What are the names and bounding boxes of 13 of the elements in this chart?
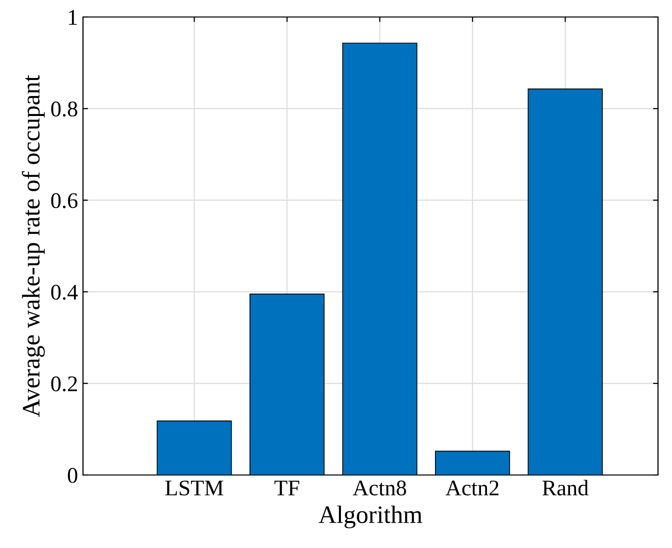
x-tick-label: Actn8 <box>352 480 406 496</box>
y-tick-label: 0.6 <box>51 193 78 208</box>
y-tick-label: 0.4 <box>51 284 78 300</box>
x-axis-title: Algorithm <box>318 506 422 528</box>
y-tick-label: 0.8 <box>51 102 78 117</box>
y-axis-title: Average wake-up rate of occupant <box>22 74 45 417</box>
x-tick-label: LSTM <box>165 480 224 496</box>
y-tick-label: 0.2 <box>51 376 77 392</box>
y-tick-label: 0 <box>68 468 78 483</box>
x-tick-label: Rand <box>542 480 588 496</box>
x-tick-label: Actn2 <box>446 480 498 496</box>
y-tick-label: 1 <box>68 10 77 25</box>
x-tick-label: TF <box>274 480 300 496</box>
